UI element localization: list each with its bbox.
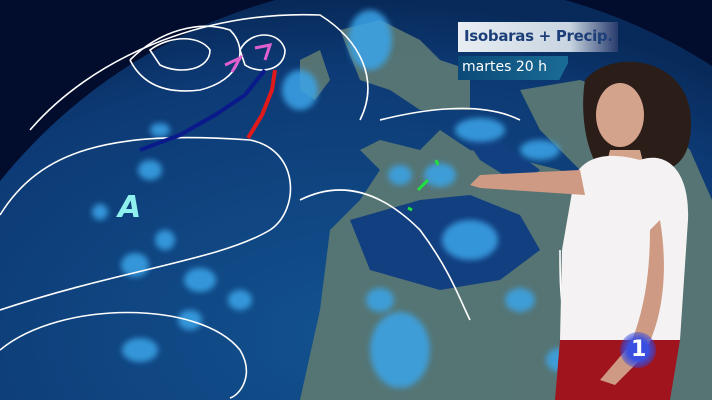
map-title: Isobaras + Precip. [464,27,613,45]
warm-front [246,69,277,140]
channel-number: 1 [631,337,647,362]
occluded-front [224,43,273,73]
cold-front [139,68,267,152]
forecast-time: martes 20 h [462,59,547,75]
title-banner: Isobaras + Precip. [458,22,618,52]
small-precip-marks [407,159,440,212]
high-pressure-label: A [118,190,142,225]
la1-logo-icon: 1 [620,332,656,368]
time-banner: martes 20 h [458,56,568,80]
